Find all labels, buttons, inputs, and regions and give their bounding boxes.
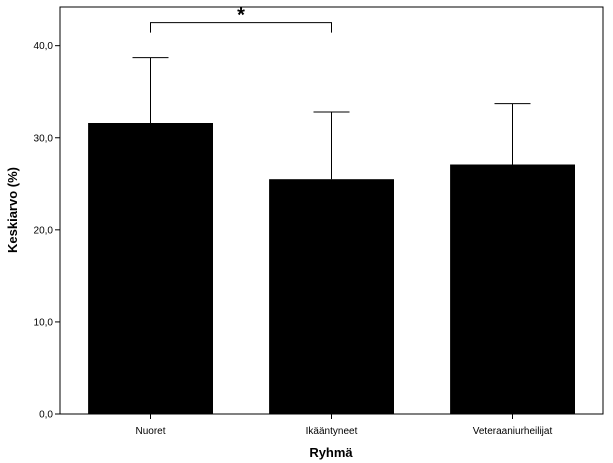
bar <box>88 123 213 414</box>
y-axis: 0,0 10,0 20,0 30,0 40,0 <box>34 41 60 421</box>
bars-layer <box>88 123 575 414</box>
bar <box>269 179 394 414</box>
x-axis: Nuoret Ikääntyneet Veteraaniurheilijat <box>135 414 552 437</box>
significance-bracket: * <box>150 5 332 33</box>
y-tick-label: 40,0 <box>34 41 54 52</box>
bar <box>450 164 575 414</box>
y-tick-label: 20,0 <box>34 225 54 236</box>
error-bars-layer <box>132 57 531 180</box>
x-axis-title: Ryhmä <box>309 445 353 460</box>
y-tick-label: 10,0 <box>34 317 54 328</box>
x-tick-label: Nuoret <box>135 426 165 437</box>
x-tick-label: Ikääntyneet <box>306 426 358 437</box>
x-tick-label: Veteraaniurheilijat <box>473 426 553 437</box>
y-axis-title: Keskiarvo (%) <box>5 167 20 253</box>
significance-line <box>150 22 332 33</box>
y-tick-label: 30,0 <box>34 133 54 144</box>
significance-label: * <box>237 5 245 27</box>
y-tick-label: 0,0 <box>39 410 53 421</box>
